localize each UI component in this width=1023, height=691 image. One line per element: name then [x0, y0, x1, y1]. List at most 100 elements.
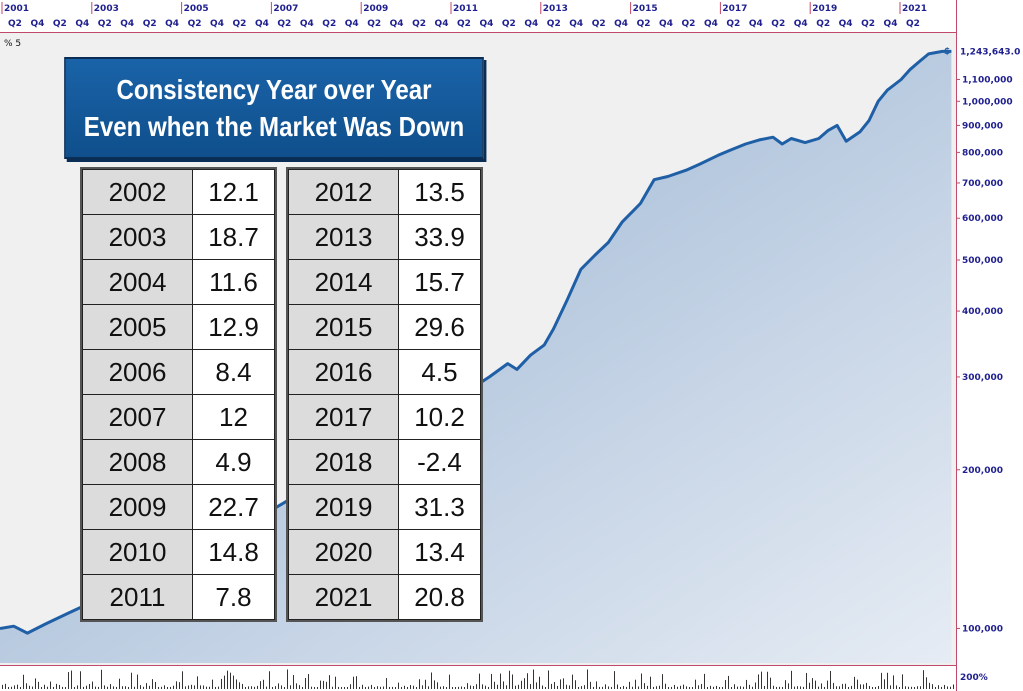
volume-bar: [836, 686, 837, 689]
top-quarter-label: Q2: [861, 19, 875, 29]
top-quarter-label: Q4: [884, 19, 898, 29]
volume-bar: [638, 686, 639, 689]
y-tick-label: 100,000: [962, 624, 1003, 634]
volume-bar: [272, 687, 273, 689]
year-cell: 2011: [82, 574, 193, 620]
volume-bar: [605, 684, 606, 689]
volume-bar: [368, 686, 369, 689]
volume-bar: [791, 670, 792, 689]
top-time-axis: 2001 2003 2005 2007 2009 2011 2013 2015 2017 2019…: [1, 2, 927, 29]
return-cell: 14.8: [192, 529, 275, 575]
volume-bar: [353, 676, 354, 689]
volume-bar: [101, 669, 102, 689]
return-cell: 13.4: [398, 529, 481, 575]
volume-bar: [395, 687, 396, 689]
volume-bar: [344, 686, 345, 689]
volume-bar: [863, 684, 864, 689]
volume-bar: [614, 671, 615, 689]
volume-bar: [530, 684, 531, 689]
volume-bar: [737, 686, 738, 689]
volume-bar: [29, 685, 30, 689]
volume-bar: [899, 686, 900, 689]
volume-bar: [122, 686, 123, 689]
volume-bar: [149, 685, 150, 689]
volume-bar: [722, 686, 723, 689]
y-tick-label: 600,000: [962, 214, 1003, 224]
volume-bar: [701, 683, 702, 689]
return-cell: 12: [192, 394, 275, 440]
top-year-label: 2017: [722, 4, 747, 14]
top-quarter-label: Q2: [412, 19, 426, 29]
volume-bar: [74, 686, 75, 689]
volume-bar: [542, 685, 543, 689]
volume-bar: [296, 683, 297, 689]
volume-bar: [878, 686, 879, 689]
volume-bar: [875, 686, 876, 689]
return-cell: 18.7: [192, 214, 275, 260]
volume-bar: [845, 683, 846, 689]
table-row: 2018 -2.4: [288, 439, 481, 485]
volume-bar: [269, 671, 270, 689]
year-cell: 2013: [288, 214, 399, 260]
volume-bar: [779, 686, 780, 689]
volume-bar: [170, 686, 171, 689]
volume-bar: [260, 681, 261, 689]
volume-bar: [719, 686, 720, 689]
volume-bar: [194, 685, 195, 689]
volume-bar: [26, 683, 27, 689]
volume-bar: [38, 681, 39, 689]
volume-bar: [425, 679, 426, 689]
volume-bar: [182, 671, 183, 689]
volume-bar: [452, 686, 453, 689]
volume-bar: [599, 686, 600, 689]
volume-bar: [491, 673, 492, 689]
return-cell: 15.7: [398, 259, 481, 305]
volume-bar: [248, 686, 249, 689]
volume-bar: [593, 686, 594, 689]
y-tick-label: 800,000: [962, 148, 1003, 158]
volume-bar: [263, 679, 264, 689]
title-line-2: Even when the Market Was Down: [83, 111, 465, 142]
volume-bar: [407, 686, 408, 689]
volume-bar: [557, 685, 558, 689]
top-quarter-label: Q2: [322, 19, 336, 29]
top-quarter-label: Q4: [255, 19, 269, 29]
volume-bar: [620, 686, 621, 689]
return-cell: 4.9: [192, 439, 275, 485]
volume-bar: [299, 685, 300, 689]
top-quarter-label: Q2: [8, 19, 22, 29]
year-cell: 2009: [82, 484, 193, 530]
volume-bar: [125, 686, 126, 689]
return-cell: 29.6: [398, 304, 481, 350]
volume-bar: [470, 685, 471, 689]
volume-bar: [323, 680, 324, 689]
volume-bar: [17, 684, 18, 689]
volume-bar: [647, 685, 648, 689]
return-cell: 22.7: [192, 484, 275, 530]
volume-bar: [917, 686, 918, 689]
volume-bar: [524, 678, 525, 689]
volume-bar: [47, 686, 48, 689]
volume-bar: [848, 686, 849, 689]
volume-bar: [2, 684, 3, 689]
volume-bar: [443, 686, 444, 689]
year-cell: 2015: [288, 304, 399, 350]
volume-bar: [908, 686, 909, 689]
volume-bar: [506, 685, 507, 689]
volume-bar: [725, 680, 726, 689]
volume-bar: [332, 686, 333, 689]
volume-bar: [320, 680, 321, 689]
volume-bar: [143, 686, 144, 689]
volume-bar: [413, 685, 414, 689]
volume-bar: [23, 674, 24, 689]
volume-bar: [215, 686, 216, 689]
volume-bar: [485, 685, 486, 689]
volume-bar: [158, 686, 159, 689]
volume-bar: [560, 679, 561, 689]
volume-bar: [572, 674, 573, 689]
volume-bar: [797, 686, 798, 689]
year-cell: 2021: [288, 574, 399, 620]
table-row: 2014 15.7: [288, 259, 481, 305]
volume-bar: [953, 684, 954, 689]
volume-bar: [83, 686, 84, 689]
